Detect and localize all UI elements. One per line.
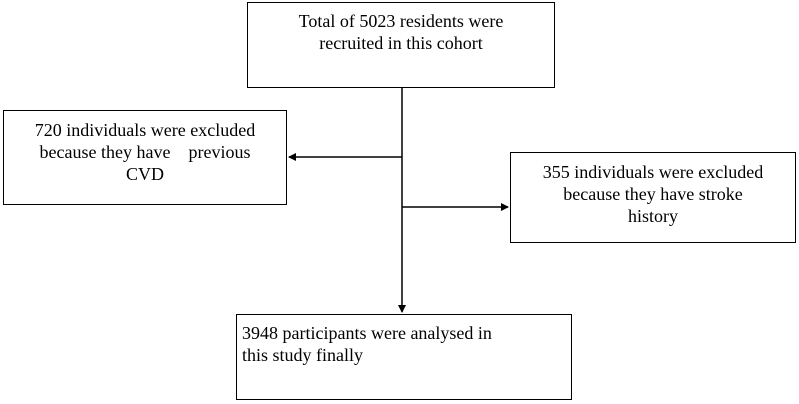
excluded-cvd-line-3: CVD (125, 164, 164, 184)
excluded-cvd-box: 720 individuals were excluded because th… (3, 110, 287, 205)
final-analysed-line-1: 3948 participants were analysed in (242, 323, 492, 343)
excluded-stroke-line-1: 355 individuals were excluded (542, 162, 764, 182)
excluded-cvd-line-2: because they have previous (39, 142, 251, 162)
excluded-stroke-line-3: history (627, 206, 678, 226)
final-analysed-box: 3948 participants were analysed in this … (236, 314, 572, 400)
final-analysed-line-2: this study finally (242, 345, 363, 365)
total-recruited-line-2: recruited in this cohort (319, 33, 483, 53)
excluded-cvd-line-1: 720 individuals were excluded (34, 120, 256, 140)
excluded-stroke-box: 355 individuals were excluded because th… (510, 152, 796, 243)
excluded-stroke-line-2: because they have stroke (563, 184, 743, 204)
total-recruited-line-1: Total of 5023 residents were (298, 11, 504, 31)
total-recruited-box: Total of 5023 residents were recruited i… (247, 2, 555, 88)
